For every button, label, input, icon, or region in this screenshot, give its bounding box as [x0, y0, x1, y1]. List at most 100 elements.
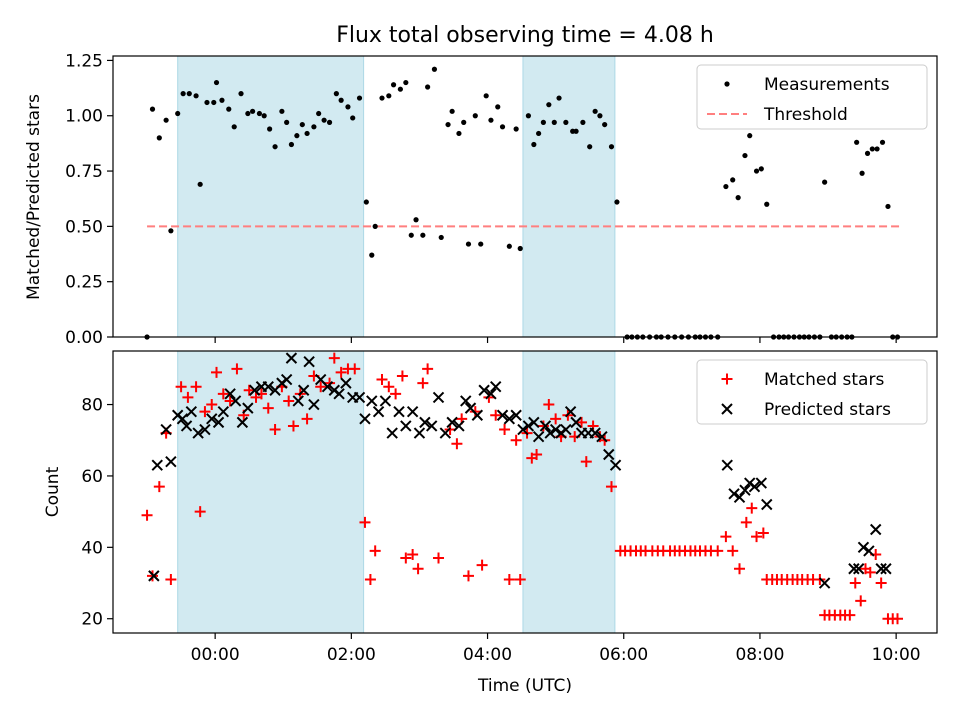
matched-star-marker: [369, 545, 381, 557]
measurement-point: [859, 170, 865, 176]
measurement-point: [536, 130, 542, 137]
measurement-point: [551, 119, 557, 125]
measurement-point: [279, 108, 285, 114]
predicted-star-marker: [748, 480, 761, 493]
legend-label: Matched stars: [764, 370, 884, 390]
matched-star-marker: [490, 409, 502, 421]
measurement-point: [386, 93, 392, 99]
measurement-point: [231, 124, 237, 130]
matched-star-marker: [580, 456, 592, 468]
legend-label: Measurements: [764, 75, 890, 95]
matched-star-marker: [712, 545, 724, 557]
matched-star-marker: [537, 420, 549, 432]
predicted-star-marker: [297, 384, 310, 396]
matched-star-marker: [757, 527, 769, 539]
matched-star-marker: [727, 545, 739, 557]
predicted-star-marker: [206, 413, 218, 425]
measurement-point: [608, 144, 615, 150]
measurement-point: [723, 183, 729, 190]
axes-frame: [112, 55, 938, 338]
matched-star-marker: [451, 438, 463, 450]
measurement-point: [531, 141, 537, 148]
predicted-star-marker: [224, 388, 236, 400]
measurement-point: [869, 146, 875, 152]
measurement-point: [730, 177, 736, 183]
observing-window-shade: [522, 55, 616, 338]
predicted-star-marker: [453, 420, 465, 432]
predicted-star-marker: [400, 420, 412, 432]
matched-star-marker: [864, 566, 876, 578]
measurement-point: [245, 110, 251, 117]
matched-star-marker: [855, 595, 867, 607]
measurement-point: [168, 228, 174, 234]
measurement-point: [431, 66, 438, 72]
measurement-point: [758, 166, 764, 172]
predicted-star-marker: [517, 423, 529, 436]
measurement-point: [580, 119, 586, 125]
predicted-star-marker: [280, 373, 293, 386]
measurement-point: [272, 144, 278, 150]
measurement-point: [854, 139, 860, 145]
top-panel: 0.00 0.25 0.50 0.75 1.00 1.25 Measurements Thre…: [65, 51, 938, 348]
predicted-star-marker: [372, 405, 385, 418]
measurement-point: [483, 93, 489, 99]
measurement-point: [333, 91, 339, 97]
matched-star-marker: [206, 399, 218, 411]
matched-star-marker: [417, 377, 429, 389]
matched-star-marker: [315, 381, 327, 393]
predicted-star-marker: [366, 395, 378, 407]
legend-label: Threshold: [763, 105, 848, 125]
predicted-star-marker: [733, 491, 746, 504]
measurement-point: [213, 79, 220, 86]
measurement-point: [299, 121, 305, 128]
measurement-point: [149, 106, 156, 112]
predicted-star-marker: [818, 577, 831, 589]
matched-star-marker: [849, 577, 861, 589]
y-tick-label: 0.25: [65, 273, 103, 293]
predicted-star-marker: [857, 541, 870, 554]
measurement-point: [186, 91, 192, 97]
measurement-point: [356, 95, 363, 101]
predicted-star-marker: [248, 384, 261, 396]
matched-star-marker: [462, 570, 474, 582]
measurement-point: [193, 93, 199, 99]
measurement-point: [587, 144, 593, 150]
measurement-point: [175, 110, 181, 117]
predicted-star-marker: [439, 427, 452, 439]
legend: Measurements Threshold: [696, 64, 928, 130]
matched-star-marker: [746, 502, 758, 514]
predicted-star-marker: [532, 430, 545, 443]
measurement-point: [238, 91, 244, 97]
predicted-star-marker: [425, 420, 438, 432]
measurement-point: [822, 179, 828, 185]
predicted-star-marker: [522, 420, 535, 432]
matched-star-marker: [503, 573, 515, 585]
predicted-star-marker: [242, 402, 254, 414]
measurement-point: [338, 97, 344, 103]
matched-star-marker: [396, 370, 408, 382]
matched-star-marker: [390, 388, 402, 400]
matched-star-marker: [262, 402, 274, 414]
measurement-point: [408, 232, 414, 238]
matched-star-marker: [734, 563, 746, 575]
measurement-point: [540, 119, 546, 125]
measurement-point: [597, 113, 603, 119]
predicted-star-marker: [262, 380, 274, 393]
predicted-star-marker: [321, 380, 334, 393]
measurement-point: [764, 201, 770, 207]
predicted-star-marker: [340, 377, 352, 389]
measurement-point: [602, 121, 608, 128]
matched-star-marker: [383, 381, 395, 393]
predicted-star-marker: [413, 427, 426, 439]
x-tick-label: 00:00: [191, 645, 240, 665]
matched-star-marker: [476, 559, 488, 571]
matched-star-marker: [433, 552, 445, 564]
matched-star-marker: [740, 516, 752, 528]
measurement-point: [499, 124, 506, 130]
measurement-point: [397, 86, 403, 92]
predicted-star-marker: [460, 395, 472, 407]
predicted-star-marker: [303, 356, 315, 368]
measurement-point: [874, 146, 880, 152]
observing-window-shade: [177, 55, 365, 338]
measurement-point: [316, 110, 322, 117]
